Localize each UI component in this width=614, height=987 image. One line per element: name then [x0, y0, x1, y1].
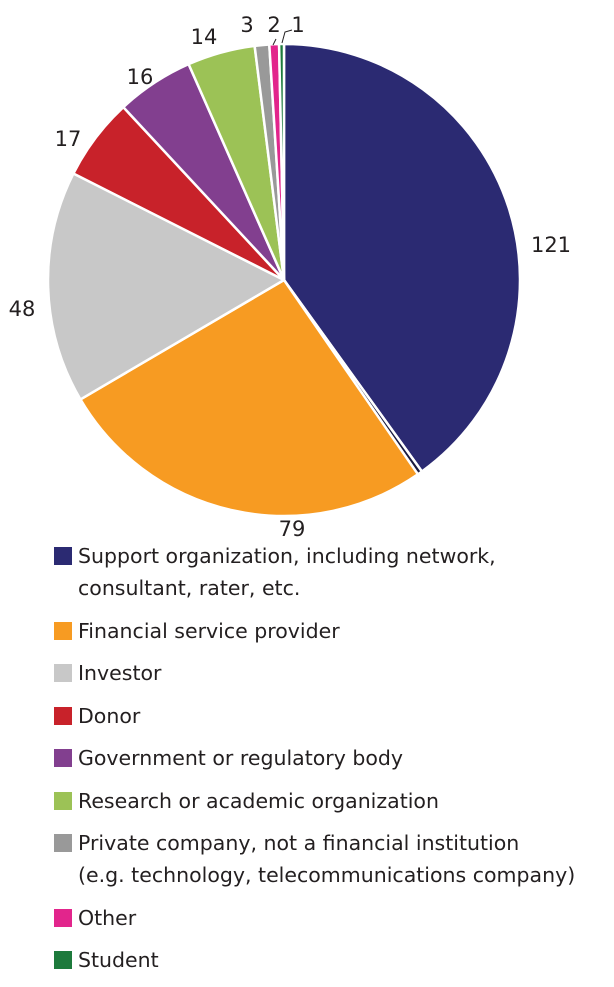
legend-swatch	[54, 791, 72, 810]
legend-swatch	[54, 664, 72, 682]
legend-label: Other	[78, 905, 137, 930]
legend-item: Support organization, including network,…	[54, 540, 614, 604]
legend-swatch	[54, 908, 72, 927]
slice-value-label: 3	[240, 13, 253, 37]
legend-swatch	[54, 749, 72, 767]
legend: Support organization, including network,…	[54, 540, 614, 987]
legend-swatch	[54, 621, 72, 640]
slice-value-label: 14	[191, 25, 218, 49]
legend-item: Other	[54, 902, 614, 934]
legend-item: Student	[54, 944, 614, 976]
legend-label: Student	[78, 948, 159, 972]
pie-slice	[282, 42, 522, 473]
pie-value-labels: 121 79 48 17 16 14 3 2 1	[9, 13, 571, 540]
pie-slice	[79, 278, 420, 518]
slice-value-label: 121	[531, 233, 571, 257]
pie-slice	[46, 172, 286, 401]
slice-value-label: 2	[267, 13, 280, 37]
legend-swatch	[54, 834, 72, 852]
pie-slice	[277, 42, 286, 282]
slice-value-label: 79	[279, 517, 306, 540]
leader-line	[281, 29, 293, 44]
legend-swatch	[54, 547, 72, 565]
legend-item: Donor	[54, 700, 614, 732]
slice-value-label: 1	[291, 13, 304, 37]
slice-value-label: 16	[127, 65, 154, 89]
legend-label: Private company, not a financial institu…	[78, 831, 576, 887]
legend-item: Financial service provider	[54, 615, 614, 647]
legend-label: Donor	[78, 703, 141, 728]
legend-label: Research or academic organization	[78, 788, 439, 813]
slice-value-label: 17	[55, 127, 82, 151]
label-leader-lines	[272, 29, 293, 46]
pie-chart: 121 79 48 17 16 14 3 2 1	[9, 13, 571, 540]
leader-line	[272, 38, 277, 46]
legend-label: Government or regulatory body	[78, 746, 404, 770]
legend-swatch	[54, 706, 72, 725]
legend-label: Financial service provider	[78, 618, 340, 643]
legend-item: Investor	[54, 657, 614, 689]
legend-item: Private company, not a financial institu…	[54, 827, 614, 891]
legend-swatch	[54, 951, 72, 969]
pie-slices	[46, 42, 522, 518]
legend-label: Investor	[78, 661, 162, 685]
slice-value-label: 48	[9, 297, 36, 321]
legend-item: Research or academic organization	[54, 785, 614, 817]
legend-label: Support organization, including network,…	[78, 544, 496, 600]
legend-item: Government or regulatory body	[54, 742, 614, 774]
